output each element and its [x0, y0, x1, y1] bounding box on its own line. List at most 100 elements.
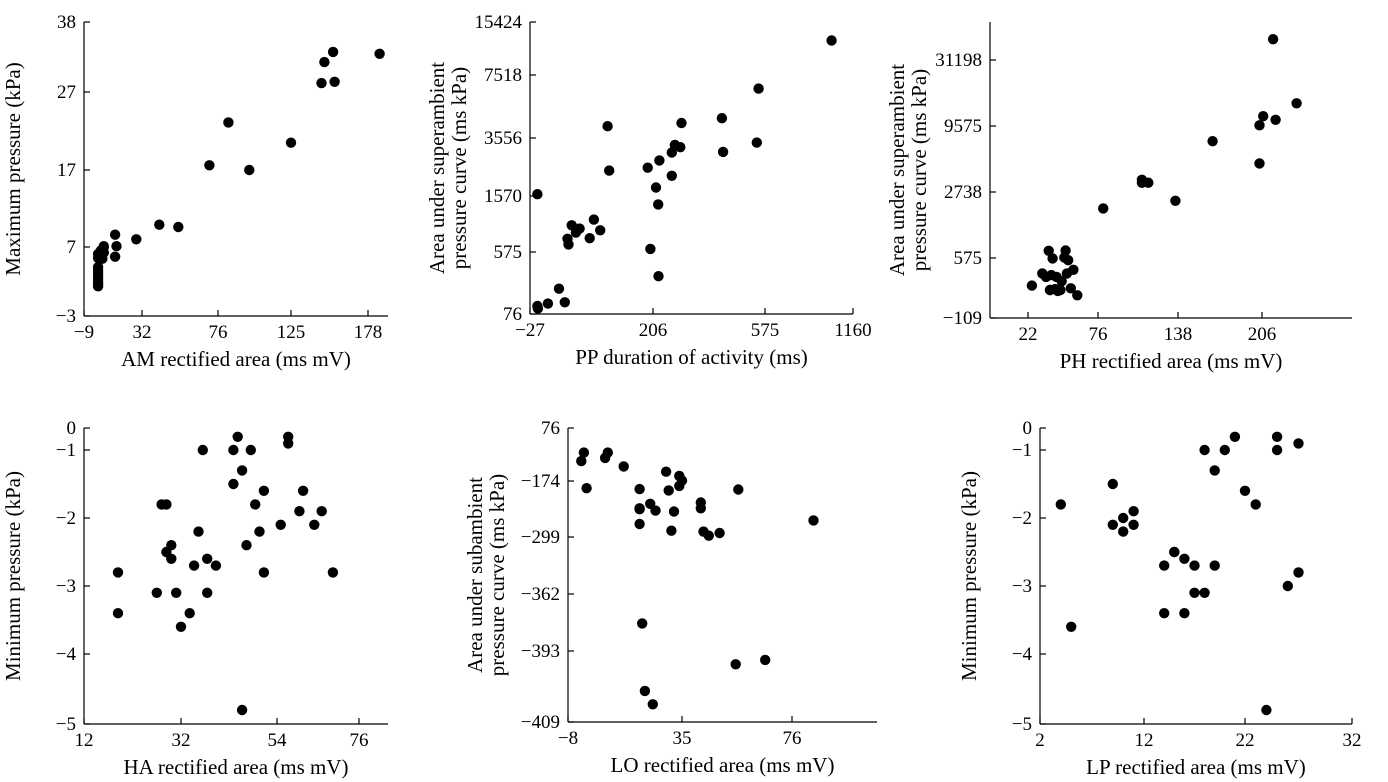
y-tick-label: 27 [57, 82, 76, 103]
y-tick-label: −174 [521, 471, 561, 492]
data-point [1060, 245, 1071, 256]
data-point [578, 447, 590, 458]
data-point [532, 303, 544, 314]
y-tick-label: −4 [56, 644, 77, 665]
data-point [1118, 512, 1129, 524]
data-point [1118, 526, 1129, 537]
data-point [1189, 560, 1200, 571]
data-point [618, 461, 629, 472]
data-point [553, 283, 565, 294]
data-point [151, 587, 162, 598]
data-point [1209, 560, 1220, 571]
data-point [559, 297, 570, 308]
data-point [109, 251, 121, 262]
data-point [327, 567, 339, 578]
x-axis-label: PH rectified area (ms mV) [1060, 349, 1283, 373]
y-tick-label: −1 [56, 440, 76, 461]
y-tick-label: 0 [67, 418, 77, 439]
data-point [241, 540, 252, 551]
data-point [668, 506, 680, 517]
data-point [1055, 284, 1066, 296]
data-point [1170, 195, 1181, 206]
y-tick-label: −409 [521, 712, 560, 733]
data-point [1047, 253, 1058, 264]
data-point [193, 526, 204, 537]
y-tick-label: −5 [56, 714, 76, 735]
y-tick-label: −299 [521, 527, 560, 548]
data-point [275, 519, 286, 530]
data-point [634, 504, 645, 515]
data-point [1282, 580, 1294, 592]
x-axis-label: PP duration of activity (ms) [575, 345, 808, 369]
data-point [92, 261, 104, 273]
data-point [1055, 499, 1067, 510]
data-point [111, 241, 122, 252]
data-point [1159, 608, 1170, 619]
data-point [574, 223, 585, 234]
data-point [283, 431, 294, 442]
x-tick-label: 76 [1089, 324, 1108, 345]
data-point [1293, 438, 1304, 449]
data-point [327, 46, 339, 58]
data-point [637, 618, 648, 629]
x-tick-label: −9 [74, 322, 94, 343]
y-tick-label: 1570 [484, 186, 522, 207]
data-point [1199, 587, 1210, 598]
y-tick-label: −2 [1012, 508, 1032, 529]
x-tick-label: 32 [1343, 730, 1362, 751]
data-point [319, 56, 330, 68]
data-point [1179, 608, 1190, 619]
y-axis-label: Minimum pressure (kPa) [957, 471, 981, 681]
y-tick-label: 7 [67, 237, 77, 258]
data-point [245, 444, 256, 456]
x-tick-label: −27 [515, 320, 545, 341]
data-point [733, 484, 744, 495]
data-point [166, 540, 177, 551]
y-tick-label: 76 [503, 304, 522, 325]
y-tick-label: 38 [57, 12, 76, 33]
data-point [166, 553, 177, 564]
data-point [258, 485, 270, 496]
data-point [1271, 444, 1283, 456]
data-point [228, 478, 239, 490]
data-point [660, 466, 672, 477]
data-point [602, 121, 613, 132]
data-point [1254, 158, 1265, 169]
data-point [595, 225, 606, 236]
data-point [753, 83, 764, 94]
data-point [576, 455, 587, 467]
y-tick-label: 17 [57, 160, 76, 181]
data-point [1056, 276, 1067, 287]
data-point [1209, 465, 1220, 476]
x-tick-label: 178 [354, 322, 383, 343]
y-tick-label: −1 [1012, 440, 1032, 461]
data-point [808, 515, 819, 526]
data-point [1207, 136, 1218, 147]
data-point [1159, 560, 1170, 571]
data-point [695, 497, 706, 508]
data-point [1199, 444, 1210, 456]
data-point [1066, 621, 1077, 632]
y-tick-label: −5 [1012, 714, 1032, 735]
data-point [1128, 506, 1139, 517]
data-point [1128, 519, 1139, 530]
data-point [751, 137, 762, 148]
data-point [676, 475, 688, 486]
data-point [654, 155, 665, 166]
y-tick-label: 76 [541, 418, 560, 439]
x-tick-label: 206 [639, 320, 668, 341]
y-axis-label: Area under superambient [885, 64, 909, 276]
data-point [1143, 177, 1154, 188]
data-point [223, 117, 234, 128]
y-axis-label: Area under subambient [463, 477, 487, 673]
data-point [1107, 478, 1119, 490]
data-point [642, 162, 653, 173]
x-tick-label: 22 [1019, 324, 1038, 345]
data-point [602, 447, 613, 458]
data-point [563, 239, 574, 250]
data-point [112, 608, 124, 619]
data-point [374, 48, 385, 59]
data-point [542, 298, 554, 309]
scatter-panel-5: −8 35 76 −409 −393 −362 −299 −174 76 LO rectified… [463, 418, 877, 777]
